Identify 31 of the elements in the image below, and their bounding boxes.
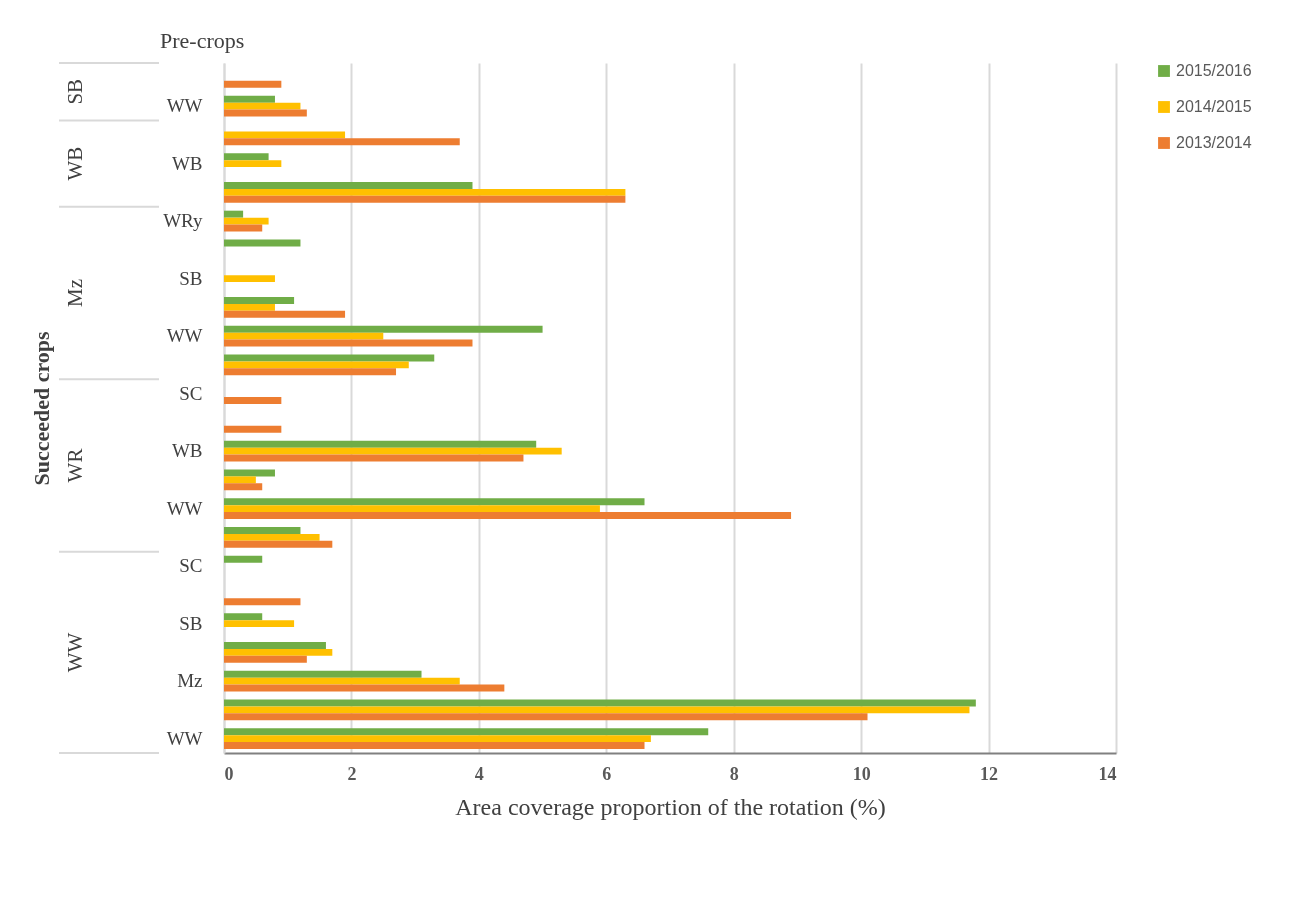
y-tick-label: Mz: [177, 670, 203, 692]
y-tick-label: SB: [179, 267, 203, 289]
y-tick-label: SB: [179, 612, 203, 634]
x-tick-label: 10: [852, 763, 871, 784]
y-tick-label: WW: [166, 497, 203, 519]
x-tick-label: 6: [602, 763, 612, 784]
y-tick-label: WB: [171, 440, 203, 462]
x-tick-label: 4: [474, 763, 484, 784]
text: WB: [63, 146, 87, 181]
legend-label: 2013/2014: [1176, 134, 1252, 151]
y-tick-label: WW: [166, 727, 203, 749]
y-axis-title: Succeeded crops: [28, 330, 54, 486]
y-tick-label: WW: [166, 95, 203, 117]
y-tick-label: WB: [171, 152, 203, 174]
y-tick-label: SC: [179, 382, 203, 404]
legend-label: 2015/2016: [1176, 62, 1252, 79]
x-tick-label: 2: [347, 763, 357, 784]
text: Pre-crops: [160, 28, 245, 53]
x-axis-title: Area coverage proportion of the rotation (%): [455, 793, 886, 820]
text: WW: [63, 632, 87, 673]
text: Mz: [63, 279, 87, 307]
y-tick-label: WRy: [163, 210, 203, 232]
y-tick-label: SC: [179, 555, 203, 577]
x-tick-label: 14: [1098, 763, 1117, 784]
x-tick-label: 8: [729, 763, 739, 784]
x-tick-label: 0: [224, 763, 234, 784]
text: SB: [63, 78, 87, 105]
text: WR: [63, 448, 87, 483]
legend-label: 2014/2015: [1176, 98, 1252, 115]
x-tick-label: 12: [980, 763, 999, 784]
y-tick-label: WW: [166, 325, 203, 347]
